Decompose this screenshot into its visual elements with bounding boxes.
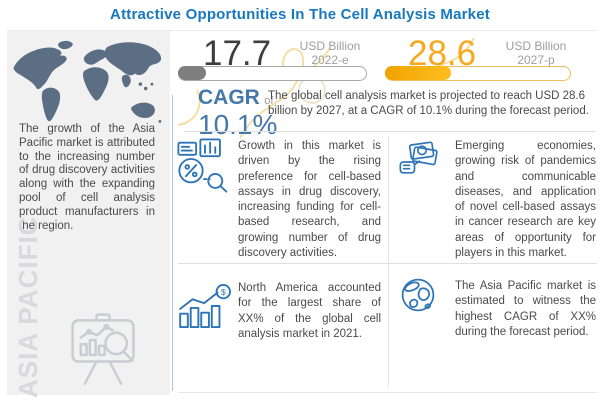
report-analysis-icon (177, 138, 228, 193)
market-size-2027: 28.6 (408, 34, 477, 73)
cagr-of: of (264, 95, 274, 107)
presentation-chart-icon (71, 313, 135, 385)
bottom-divider (178, 392, 597, 393)
progress-fill-2027 (385, 66, 451, 80)
unit-2022: USD Billion 2022-e (292, 39, 368, 68)
progress-bar-2027 (385, 66, 571, 81)
panel-divider (172, 95, 173, 391)
top-divider (7, 30, 597, 31)
progress-bar-2022 (178, 66, 367, 81)
asia-pacific-panel: The growth of the Asia Pacific market is… (7, 31, 170, 398)
growth-chart-icon: $ (179, 283, 231, 329)
region-paragraph: The growth of the Asia Pacific market is… (19, 123, 155, 232)
cagr-block: CAGR of 10.1% (198, 86, 277, 139)
year-2027-label: 2027-p (517, 53, 555, 68)
quadrant-vertical-divider (388, 137, 389, 387)
north-america-text: North America accounted for the largest … (238, 282, 381, 340)
asia-pacific-cagr-text: The Asia Pacific market is estimated to … (455, 280, 596, 338)
cagr-value: 10.1% (198, 109, 278, 140)
unit-2027: USD Billion 2027-p (498, 39, 574, 68)
world-map (13, 40, 162, 123)
progress-fill-2022 (178, 66, 206, 80)
year-2022-label: 2022-e (311, 53, 349, 68)
money-hand-icon (399, 141, 438, 174)
svg-text:$: $ (221, 287, 226, 297)
globe-icon (401, 278, 435, 312)
opportunity-text: Emerging economies, growing risk of pand… (455, 140, 596, 259)
cagr-label: CAGR (198, 86, 260, 109)
unit-2022-label: USD Billion (299, 39, 361, 53)
header-divider (184, 131, 595, 132)
unit-2027-label: USD Billion (505, 39, 567, 53)
quadrant-horizontal-divider (178, 263, 597, 264)
market-summary: The global cell analysis market is proje… (268, 90, 589, 117)
market-size-2022: 17.7 (203, 34, 272, 73)
driver-text: Growth in this market is driven by the r… (238, 140, 381, 259)
region-label: ASIA PACIFIC (13, 215, 43, 398)
page-title: Attractive Opportunities In The Cell Ana… (110, 6, 490, 23)
